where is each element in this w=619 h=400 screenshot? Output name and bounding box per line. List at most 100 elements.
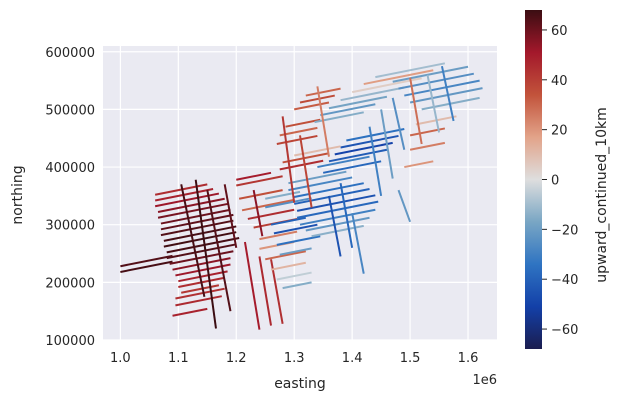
flight-line-segment: [426, 74, 441, 133]
y-tick-label: 300000: [45, 219, 95, 234]
flight-line-segment: [288, 170, 347, 185]
x-tick-labels: 1.0 1.1 1.2 1.3 1.4 1.5 1.6: [110, 351, 478, 366]
flight-line-segment: [363, 69, 434, 86]
flight-line-segment: [296, 200, 379, 219]
flight-line-segment: [327, 195, 342, 257]
flight-line-segment: [409, 77, 423, 145]
flight-line-segment: [270, 261, 306, 271]
colorbar-tick-label: 20: [551, 124, 568, 139]
flight-line-segment: [180, 184, 206, 297]
flight-line-segment: [270, 216, 306, 226]
flight-line-segment: [258, 256, 273, 326]
flight-line-segment: [316, 86, 330, 157]
flight-line-segment: [380, 109, 394, 179]
flight-line-segment: [368, 126, 383, 197]
flight-line-segment: [404, 160, 434, 169]
flight-line-segment: [440, 65, 455, 122]
flight-line-segment: [252, 189, 264, 237]
y-tick-label: 600000: [45, 46, 95, 61]
x-tick-label: 1.4: [342, 351, 363, 366]
flight-line-segment: [328, 95, 388, 110]
flight-line-segment: [120, 260, 173, 273]
flight-line-segment: [276, 134, 318, 145]
flight-line-segment: [282, 152, 330, 164]
flight-line-segment: [157, 197, 225, 214]
flight-line-segment: [279, 247, 312, 256]
flight-line-segment: [206, 189, 232, 312]
flight-line-segment: [294, 101, 330, 111]
y-axis-label: northing: [10, 165, 26, 224]
flight-line-segment: [294, 182, 364, 199]
x-tick-label: 1.1: [168, 351, 189, 366]
flight-line-segment: [120, 254, 173, 268]
flight-line-segment: [285, 118, 321, 128]
flight-line-segment: [305, 87, 341, 97]
colorbar-tick-label: 40: [551, 74, 568, 89]
colorbar-tick-label: −60: [551, 323, 578, 338]
flight-line-segment: [328, 148, 388, 163]
flight-line-segment: [166, 243, 237, 260]
colorbar-label: upward_continued_10km: [594, 107, 610, 283]
flight-line-segment: [276, 235, 321, 246]
flight-line-segment: [236, 175, 283, 187]
flight-line-segment: [265, 197, 312, 209]
flight-line-segment: [194, 179, 217, 329]
flight-line-segment: [169, 250, 234, 265]
flight-line-segment: [175, 287, 225, 300]
flight-line-segment: [299, 94, 335, 104]
colorbar-tick-label: −40: [551, 273, 578, 288]
flight-line-segment: [296, 194, 376, 212]
flight-line-segment: [351, 212, 365, 274]
flight-line-segment: [259, 230, 298, 241]
flight-line-segment: [346, 128, 405, 142]
y-tick-label: 400000: [45, 161, 95, 176]
flight-line-segment: [299, 135, 313, 208]
flight-line-segment: [317, 155, 370, 169]
flight-line-segment: [339, 183, 354, 248]
flight-line-segment: [178, 270, 228, 283]
flight-line-segment: [157, 202, 228, 219]
flight-line-segment: [172, 307, 208, 317]
colorbar-tick-label: 0: [551, 174, 559, 189]
x-tick-label: 1.2: [226, 351, 247, 366]
flight-line-segment: [160, 219, 234, 237]
flight-line-segment: [340, 86, 405, 102]
flight-line-segment: [322, 160, 382, 174]
flight-line-segment: [265, 190, 301, 200]
x-tick-label: 1.0: [110, 351, 131, 366]
flight-line-segment: [375, 62, 446, 79]
flight-line-segment: [163, 225, 237, 242]
flight-line-segment: [299, 208, 376, 226]
flight-line-segment: [247, 208, 295, 220]
y-tick-label: 100000: [45, 334, 95, 349]
x-offset-label: 1e6: [472, 373, 497, 388]
flight-line-segment: [223, 184, 238, 248]
flight-line-segment: [392, 65, 469, 83]
flight-line-segment: [236, 171, 272, 181]
flight-line-segment: [404, 79, 480, 97]
flight-line-segment: [166, 236, 240, 254]
flight-line-segment: [320, 103, 376, 117]
flight-line-segment: [265, 250, 306, 261]
flight-line-segment: [273, 223, 318, 235]
flight-line-segment: [243, 241, 261, 330]
flight-line-segment: [340, 134, 399, 149]
flight-line-segment: [288, 176, 353, 192]
y-tick-label: 500000: [45, 103, 95, 118]
x-axis-label: easting: [274, 376, 326, 392]
flight-line-segment: [281, 116, 296, 203]
flight-line-segment: [294, 187, 370, 205]
flight-line-segment: [282, 281, 312, 290]
flight-line-segment: [279, 159, 324, 171]
flight-line-segment: [160, 213, 234, 231]
colorbar: [525, 10, 542, 349]
colorbar-tick-label: 60: [551, 24, 568, 39]
flight-line-segment: [175, 295, 222, 307]
y-tick-labels: 100000 200000 300000 400000 500000 600000: [45, 46, 95, 349]
flight-line-segment: [241, 198, 295, 212]
flight-line-segment: [334, 141, 393, 156]
x-tick-label: 1.5: [400, 351, 421, 366]
x-tick-label: 1.6: [458, 351, 479, 366]
flight-line-segment: [154, 183, 208, 196]
